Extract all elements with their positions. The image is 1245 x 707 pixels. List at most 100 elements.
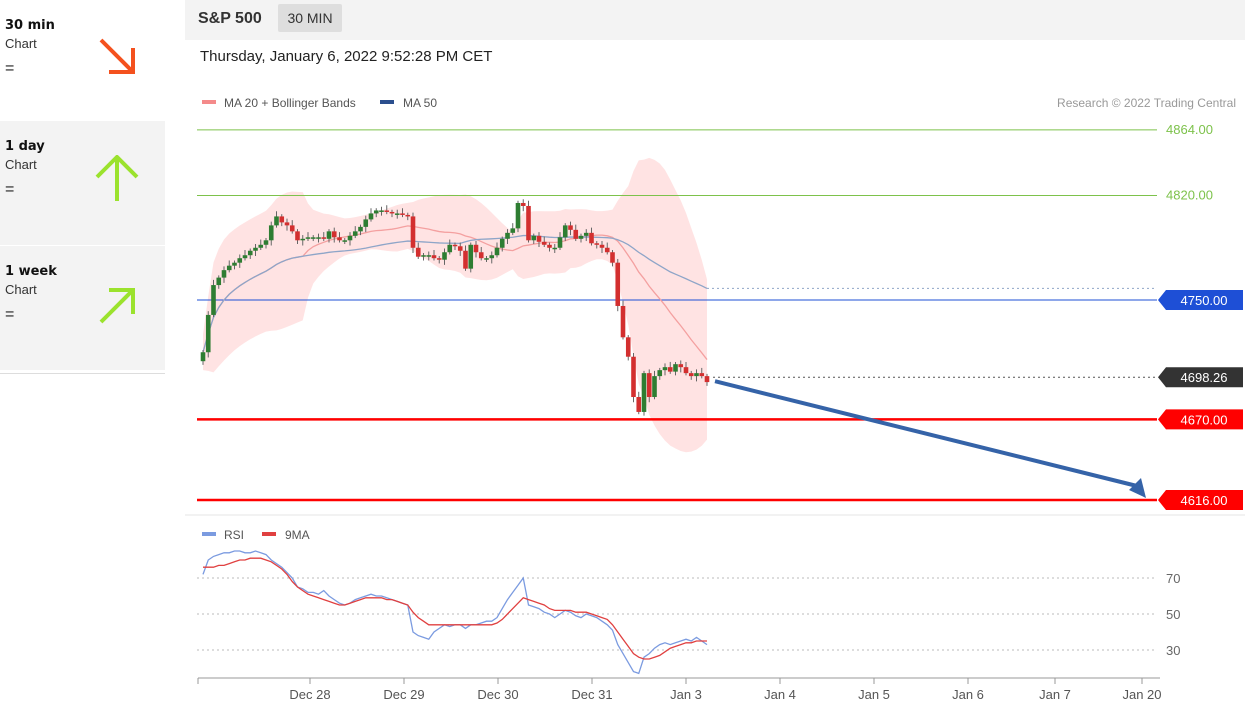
candle <box>373 208 379 218</box>
level-tags: 4864.00 4820.00 4750.00 4670.00 4616.00 4698.… <box>1158 122 1243 510</box>
candle <box>636 391 642 415</box>
candle <box>662 363 668 376</box>
chart-legend: MA 20 + Bollinger Bands MA 50 Research ©… <box>202 96 1236 110</box>
candle <box>547 242 552 252</box>
x-tick-label: Jan 6 <box>952 687 984 702</box>
level-tag-4616.00: 4616.00 <box>1158 490 1243 510</box>
svg-text:4670.00: 4670.00 <box>1181 412 1228 427</box>
candle <box>526 200 531 243</box>
candle <box>436 255 442 264</box>
x-tick-label: Jan 3 <box>670 687 702 702</box>
candle <box>216 275 222 289</box>
candle <box>652 370 657 400</box>
candle <box>247 248 253 259</box>
x-tick-label: Dec 30 <box>477 687 518 702</box>
candle <box>667 361 673 374</box>
candle <box>326 229 332 243</box>
candle <box>405 212 411 221</box>
timeframe-sub: Chart <box>5 282 37 297</box>
candle <box>573 224 579 242</box>
svg-text:4750.00: 4750.00 <box>1181 293 1228 308</box>
target-arrow-head <box>1129 478 1146 498</box>
candle <box>232 260 237 270</box>
timeframe-badge[interactable]: 30 MIN <box>278 4 342 32</box>
candle <box>421 252 426 261</box>
candle <box>520 199 526 212</box>
candle <box>394 209 400 219</box>
candle <box>447 239 453 255</box>
candle <box>615 258 621 312</box>
sidebar-item-30min[interactable]: 30 min Chart = <box>0 0 165 124</box>
candle <box>305 232 311 242</box>
rsi-legend-label: RSI <box>224 528 244 542</box>
candle <box>310 235 316 242</box>
rsi-level-label: 70 <box>1166 571 1180 586</box>
rsi-panel: 70 50 30 <box>197 550 1180 675</box>
timeframe-label: 30 min <box>5 18 55 33</box>
candle <box>342 238 348 245</box>
svg-text:4616.00: 4616.00 <box>1181 493 1228 508</box>
candle <box>211 279 216 318</box>
candle <box>489 251 495 264</box>
candle <box>363 215 369 233</box>
candle <box>463 245 468 271</box>
candlesticks <box>200 199 1146 498</box>
candle <box>594 241 600 249</box>
x-tick-label: Jan 7 <box>1039 687 1071 702</box>
timeframe-sidebar: 30 min Chart = 1 day Chart = 1 week Char… <box>0 0 165 374</box>
ma50-legend-label: MA 50 <box>403 96 437 110</box>
candle <box>426 251 432 261</box>
candle <box>494 242 500 258</box>
rsi-ma-legend-label: 9MA <box>285 528 310 542</box>
chart-header: S&P 500 30 MIN <box>185 0 1245 40</box>
sidebar-item-1day[interactable]: 1 day Chart = <box>0 121 165 245</box>
candle <box>468 242 474 273</box>
level-tag-4864.00: 4864.00 <box>1166 122 1213 137</box>
candle <box>625 335 631 361</box>
timeframe-sub: Chart <box>5 157 37 172</box>
candle <box>552 244 558 253</box>
candle <box>253 244 258 256</box>
price-levels <box>197 129 1157 502</box>
candle <box>478 247 484 261</box>
sidebar-item-1week[interactable]: 1 week Chart = <box>0 246 165 370</box>
chart-datetime: Thursday, January 6, 2022 9:52:28 PM CET <box>200 48 493 65</box>
level-tag-4820.00: 4820.00 <box>1166 188 1213 203</box>
candle <box>557 232 563 250</box>
candle <box>515 200 521 233</box>
candle <box>379 206 384 216</box>
candle <box>510 223 516 236</box>
timeframe-eq: = <box>5 306 15 323</box>
candle <box>541 236 547 248</box>
x-tick-label: Dec 31 <box>571 687 612 702</box>
rsi-ma-line <box>203 557 707 660</box>
candle <box>589 227 594 246</box>
x-axis: Dec 28 Dec 29 Dec 30 Dec 31 Jan 3 Jan 4 Jan 5 J… <box>197 677 1162 702</box>
timeframe-eq: = <box>5 181 15 198</box>
candle <box>641 370 647 416</box>
candle <box>263 238 269 249</box>
candle <box>610 250 615 267</box>
level-tag-4750.00: 4750.00 <box>1158 290 1243 310</box>
candle <box>683 361 689 376</box>
rsi-legend-swatch <box>202 532 216 536</box>
candle <box>368 208 374 222</box>
candle <box>431 250 437 261</box>
candle <box>678 360 684 373</box>
candle <box>410 212 416 253</box>
ma20-legend-label: MA 20 + Bollinger Bands <box>224 96 356 110</box>
candle <box>321 232 327 242</box>
candle <box>289 220 295 234</box>
candle <box>337 232 342 243</box>
level-tag-4670.00: 4670.00 <box>1158 409 1243 430</box>
x-tick-label: Dec 28 <box>289 687 330 702</box>
candle <box>694 369 699 382</box>
candle <box>258 239 264 250</box>
research-credit: Research © 2022 Trading Central <box>1057 96 1236 110</box>
candle <box>699 367 705 379</box>
candle <box>688 370 694 380</box>
candle <box>583 229 589 242</box>
candle <box>242 250 248 261</box>
up-right-arrow-icon <box>99 288 135 324</box>
x-tick-label: Jan 4 <box>764 687 796 702</box>
